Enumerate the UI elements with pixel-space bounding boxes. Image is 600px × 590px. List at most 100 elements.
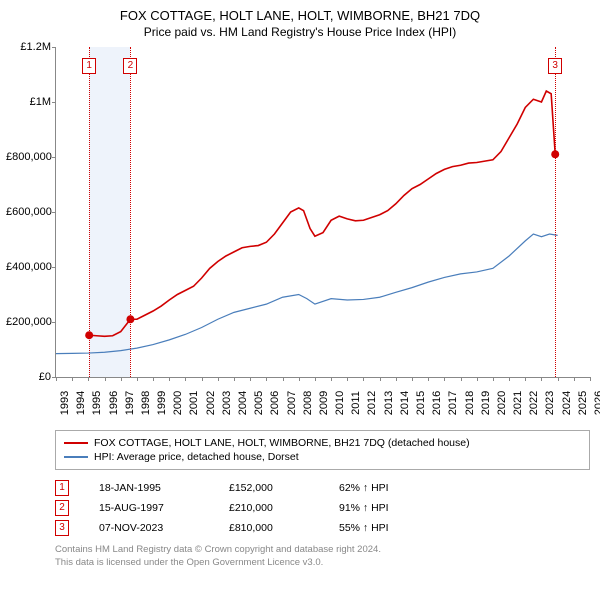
x-tick-label: 1994 — [75, 391, 87, 415]
x-tick-label: 1995 — [91, 391, 103, 415]
x-tick-label: 2015 — [415, 391, 427, 415]
event-vline — [89, 47, 90, 377]
event-marker-box: 2 — [123, 58, 137, 74]
x-tick-label: 2000 — [172, 391, 184, 415]
x-tick-label: 2011 — [350, 391, 362, 415]
x-tick-mark — [218, 377, 219, 381]
x-tick-mark — [509, 377, 510, 381]
x-tick-mark — [169, 377, 170, 381]
chart-subtitle: Price paid vs. HM Land Registry's House … — [10, 25, 590, 39]
x-tick-label: 2001 — [188, 391, 200, 415]
x-tick-label: 2007 — [286, 391, 298, 415]
y-tick-mark — [52, 47, 56, 48]
x-tick-mark — [283, 377, 284, 381]
x-tick-mark — [590, 377, 591, 381]
x-tick-mark — [234, 377, 235, 381]
x-tick-mark — [380, 377, 381, 381]
x-tick-label: 1996 — [108, 391, 120, 415]
x-tick-label: 2024 — [561, 391, 573, 415]
x-tick-label: 2017 — [447, 391, 459, 415]
sale-row: 215-AUG-1997£210,00091% ↑ HPI — [55, 498, 590, 518]
y-tick-label: £600,000 — [6, 206, 51, 218]
x-tick-label: 2023 — [544, 391, 556, 415]
chart-title: FOX COTTAGE, HOLT LANE, HOLT, WIMBORNE, … — [10, 8, 590, 25]
sale-price: £810,000 — [229, 522, 309, 534]
event-marker-box: 3 — [548, 58, 562, 74]
legend-swatch — [64, 456, 88, 458]
x-tick-mark — [461, 377, 462, 381]
x-tick-mark — [88, 377, 89, 381]
sale-date: 18-JAN-1995 — [99, 482, 199, 494]
x-tick-label: 2004 — [237, 391, 249, 415]
x-tick-mark — [315, 377, 316, 381]
plot-area: £0£200,000£400,000£600,000£800,000£1M£1.… — [55, 47, 590, 378]
sale-date: 15-AUG-1997 — [99, 502, 199, 514]
sale-price: £152,000 — [229, 482, 309, 494]
series-line-property — [89, 91, 555, 336]
footer-line: This data is licensed under the Open Gov… — [55, 557, 590, 570]
sale-price: £210,000 — [229, 502, 309, 514]
x-tick-mark — [396, 377, 397, 381]
x-tick-label: 2003 — [221, 391, 233, 415]
x-tick-mark — [412, 377, 413, 381]
x-tick-label: 2014 — [399, 391, 411, 415]
event-marker-box: 1 — [82, 58, 96, 74]
x-tick-label: 2018 — [464, 391, 476, 415]
x-tick-mark — [202, 377, 203, 381]
legend-label: HPI: Average price, detached house, Dors… — [94, 451, 299, 463]
x-tick-label: 1998 — [140, 391, 152, 415]
y-tick-mark — [52, 157, 56, 158]
x-tick-label: 2012 — [366, 391, 378, 415]
x-tick-label: 2009 — [318, 391, 330, 415]
x-tick-mark — [477, 377, 478, 381]
x-tick-label: 2026 — [593, 391, 600, 415]
x-tick-label: 2010 — [334, 391, 346, 415]
y-tick-label: £800,000 — [6, 151, 51, 163]
x-tick-mark — [347, 377, 348, 381]
x-tick-mark — [541, 377, 542, 381]
sale-row: 3 07-NOV-2023 £810,000 55% ↑ HPI — [55, 518, 590, 538]
sale-date: 07-NOV-2023 — [99, 522, 199, 534]
x-tick-mark — [185, 377, 186, 381]
y-tick-mark — [52, 102, 56, 103]
event-vline — [555, 47, 556, 377]
sale-marker: 3 — [55, 520, 69, 536]
sale-table: 118-JAN-1995£152,00062% ↑ HPI215-AUG-199… — [55, 478, 590, 538]
x-tick-label: 2022 — [528, 391, 540, 415]
footer: Contains HM Land Registry data © Crown c… — [55, 544, 590, 570]
x-tick-label: 2025 — [577, 391, 589, 415]
chart-container: FOX COTTAGE, HOLT LANE, HOLT, WIMBORNE, … — [0, 0, 600, 574]
x-tick-mark — [525, 377, 526, 381]
x-tick-mark — [428, 377, 429, 381]
y-tick-label: £200,000 — [6, 316, 51, 328]
x-tick-label: 2021 — [512, 391, 524, 415]
x-tick-label: 2016 — [431, 391, 443, 415]
legend-item-hpi: HPI: Average price, detached house, Dors… — [64, 450, 581, 464]
sale-row: 118-JAN-1995£152,00062% ↑ HPI — [55, 478, 590, 498]
x-tick-label: 1997 — [124, 391, 136, 415]
x-tick-mark — [266, 377, 267, 381]
sale-marker: 2 — [55, 500, 69, 516]
footer-line: Contains HM Land Registry data © Crown c… — [55, 544, 590, 557]
x-tick-label: 2013 — [383, 391, 395, 415]
x-tick-label: 2008 — [302, 391, 314, 415]
x-tick-mark — [444, 377, 445, 381]
sale-delta: 55% ↑ HPI — [339, 522, 389, 534]
x-tick-label: 2020 — [496, 391, 508, 415]
x-tick-mark — [137, 377, 138, 381]
x-tick-mark — [558, 377, 559, 381]
line-layer — [56, 47, 590, 377]
x-tick-mark — [363, 377, 364, 381]
y-tick-label: £1.2M — [6, 41, 51, 53]
y-tick-label: £0 — [6, 371, 51, 383]
x-tick-label: 1999 — [156, 391, 168, 415]
x-tick-mark — [121, 377, 122, 381]
x-tick-mark — [299, 377, 300, 381]
sale-delta: 62% ↑ HPI — [339, 482, 389, 494]
x-tick-label: 2002 — [205, 391, 217, 415]
x-tick-mark — [56, 377, 57, 381]
x-tick-mark — [493, 377, 494, 381]
y-tick-mark — [52, 322, 56, 323]
y-tick-label: £400,000 — [6, 261, 51, 273]
legend-box: FOX COTTAGE, HOLT LANE, HOLT, WIMBORNE, … — [55, 430, 590, 470]
